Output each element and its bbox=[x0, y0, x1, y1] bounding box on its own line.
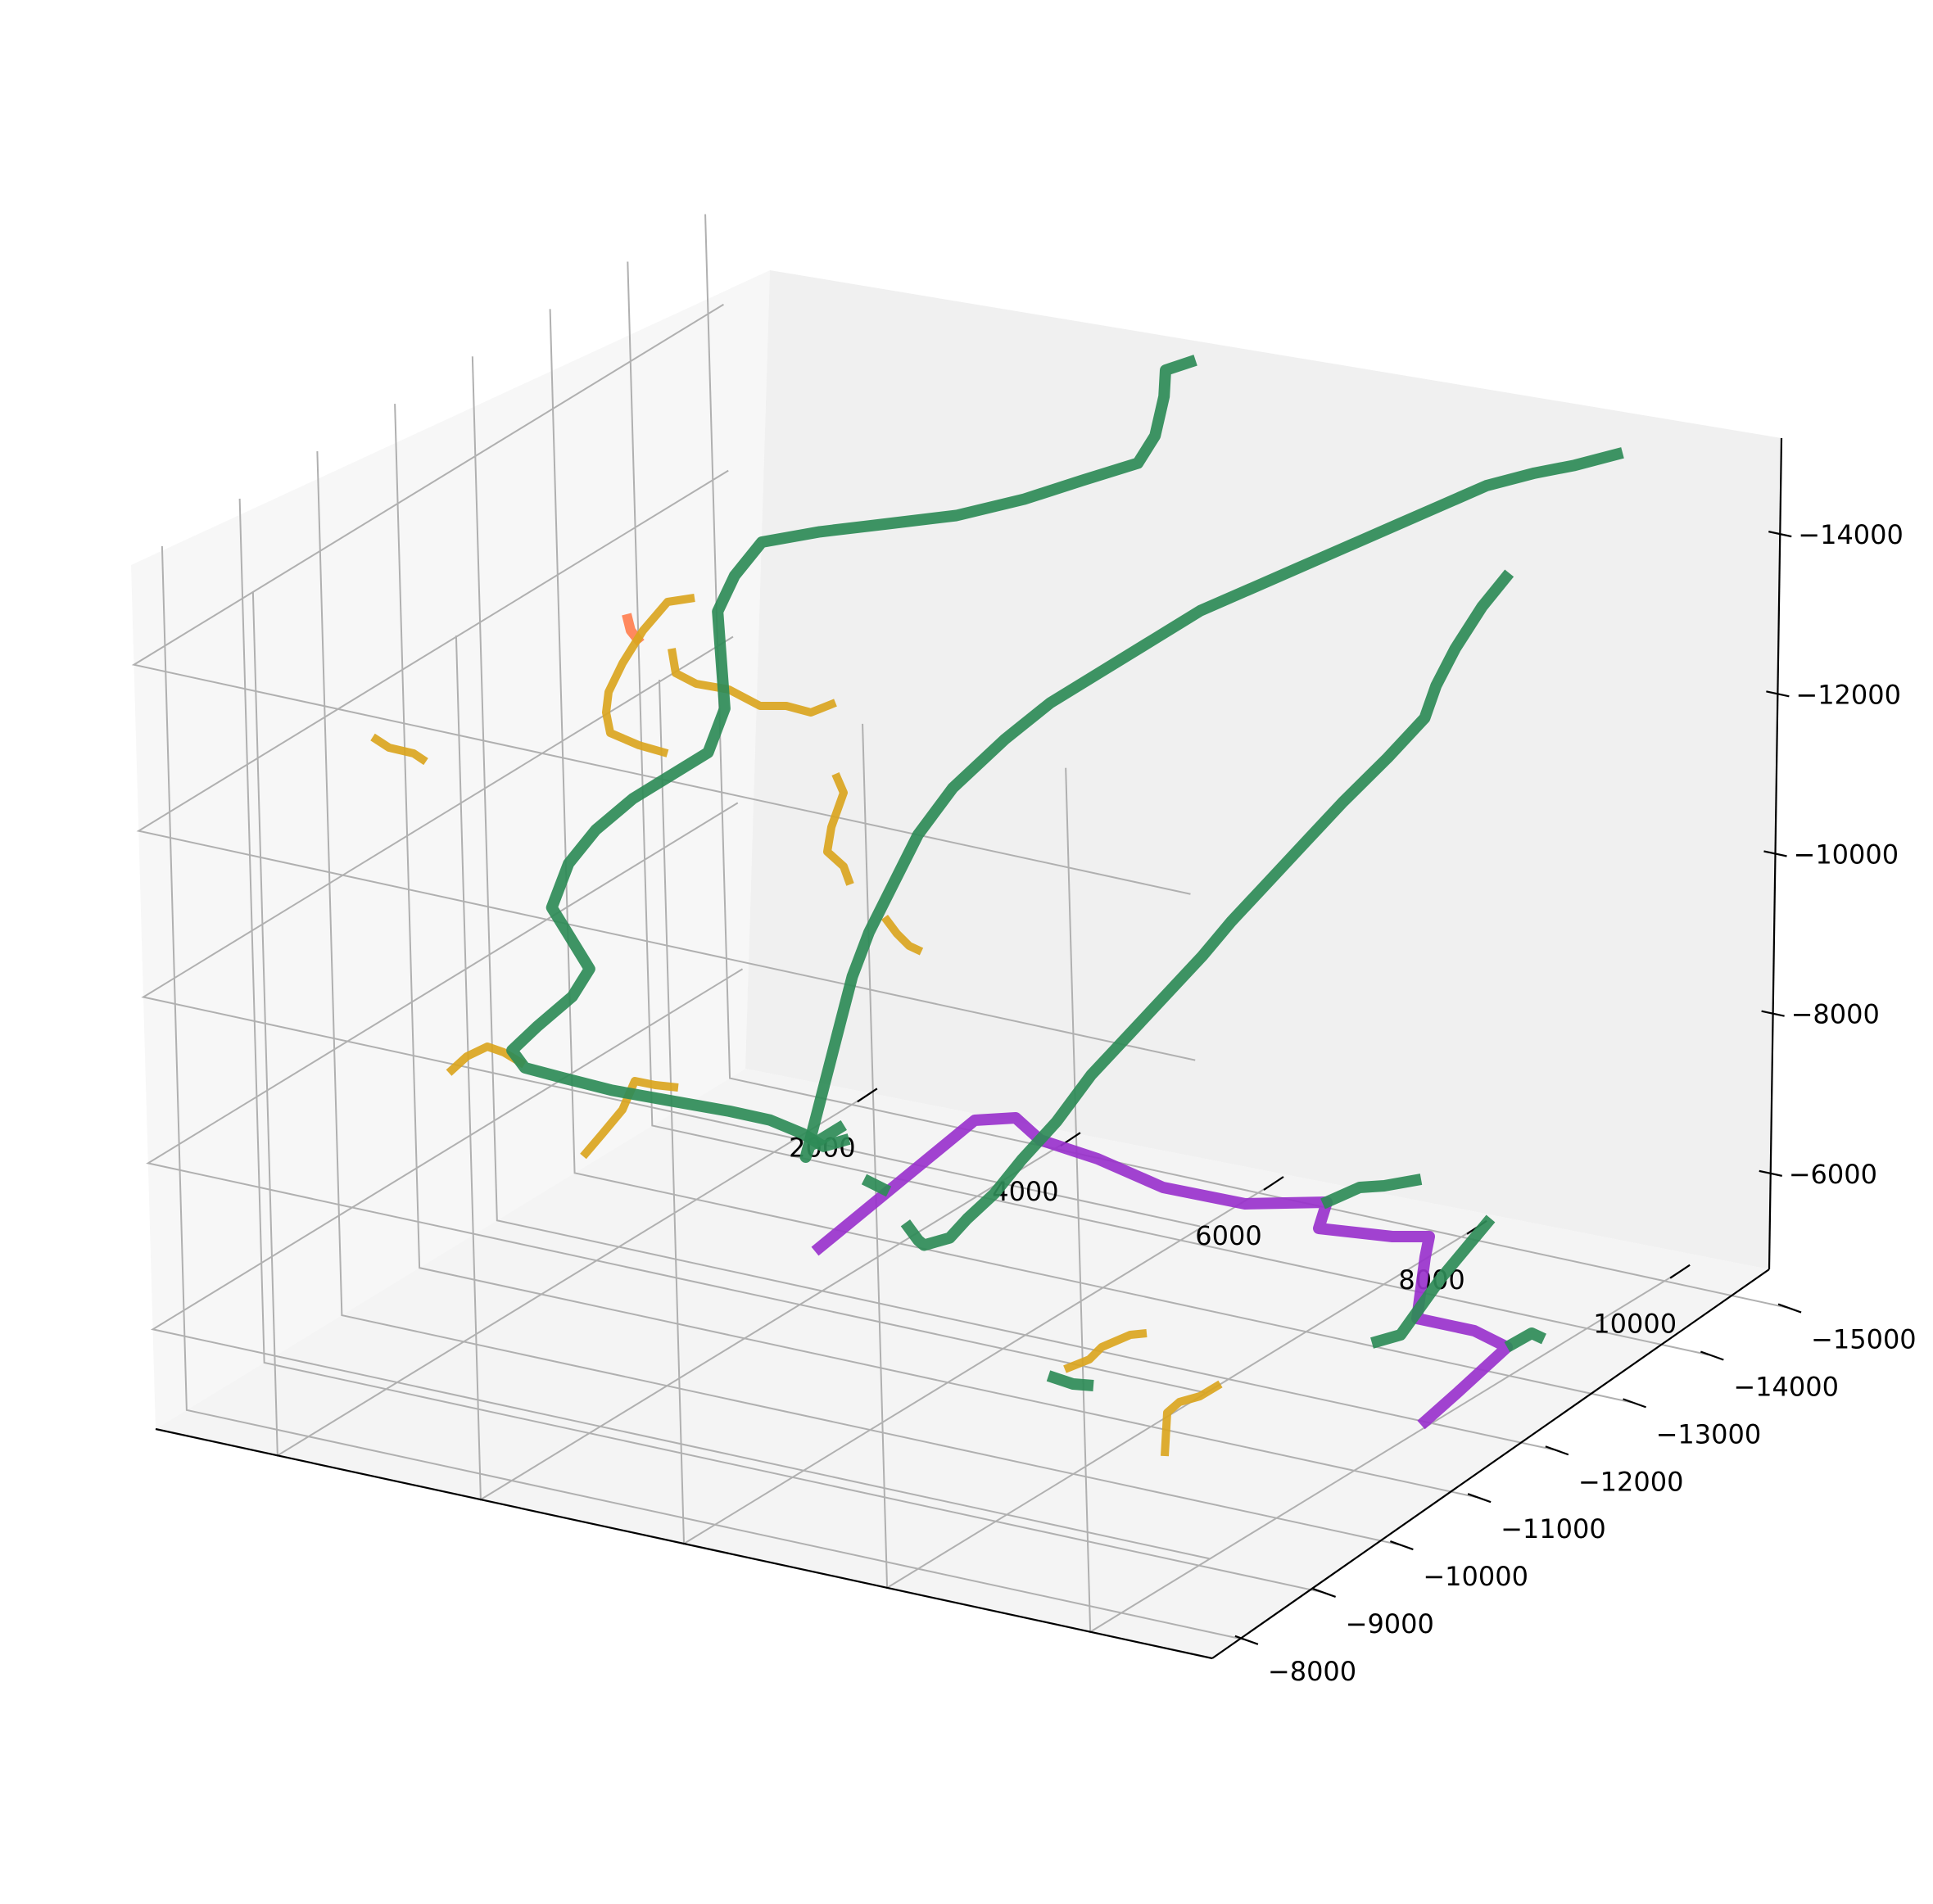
series-line-2 bbox=[506, 355, 1197, 1152]
y-tick-mark bbox=[1312, 1587, 1337, 1598]
y-tick-label: −9000 bbox=[1346, 1608, 1434, 1639]
z-tick-mark bbox=[1759, 1169, 1782, 1177]
y-tick-label: −8000 bbox=[1268, 1656, 1356, 1687]
y-tick-label: −15000 bbox=[1811, 1324, 1917, 1355]
z-grid-line-3 bbox=[136, 469, 1196, 1061]
z-grid-line-0 bbox=[150, 968, 1210, 1560]
y-grid-line-5 bbox=[316, 451, 1399, 1546]
y-tick-mark bbox=[1545, 1445, 1569, 1456]
series-purple bbox=[811, 1112, 1513, 1430]
y-grid-line-7 bbox=[161, 545, 1244, 1640]
x-tick-label: 6000 bbox=[1195, 1220, 1261, 1251]
z-tick-label: −10000 bbox=[1794, 839, 1899, 871]
series-layer bbox=[506, 355, 1624, 1251]
y-grid-line-6 bbox=[238, 498, 1321, 1593]
series-line-0 bbox=[900, 569, 1514, 1251]
y-tick-mark bbox=[1700, 1350, 1724, 1361]
series-yellow-h bbox=[1063, 1329, 1148, 1373]
left-pane bbox=[131, 270, 770, 1429]
y-tick-mark bbox=[1389, 1540, 1414, 1551]
y-tick-label: −12000 bbox=[1578, 1466, 1684, 1497]
series-green-small-c bbox=[1370, 1214, 1496, 1349]
y-grid-line-1 bbox=[627, 261, 1709, 1356]
series-green-small-e bbox=[1046, 1370, 1094, 1391]
x-axis-line bbox=[155, 1427, 1213, 1660]
z-tick-label: −14000 bbox=[1798, 519, 1904, 550]
z-grid-line-1 bbox=[146, 802, 1205, 1394]
z-grid-line-2 bbox=[141, 635, 1201, 1228]
y-grid-line-4 bbox=[394, 404, 1477, 1499]
series-yellow-a bbox=[602, 594, 695, 758]
series-yellow-b bbox=[668, 648, 837, 717]
x-tick-label: 10000 bbox=[1593, 1309, 1677, 1340]
y-tick-label: −13000 bbox=[1656, 1418, 1762, 1449]
series-yellow-d bbox=[823, 772, 854, 886]
series-line-1 bbox=[799, 447, 1624, 1163]
z-tick-mark bbox=[1763, 850, 1787, 857]
series-green-small-d bbox=[1504, 1327, 1546, 1353]
y-grid-line-0 bbox=[704, 214, 1787, 1309]
y-grid-line-2 bbox=[549, 309, 1632, 1404]
series-yellow-i bbox=[1161, 1380, 1223, 1457]
y-tick-mark bbox=[1467, 1493, 1492, 1504]
y-tick-mark bbox=[1777, 1303, 1802, 1314]
z-tick-label: −8000 bbox=[1791, 999, 1880, 1030]
z-tick-mark bbox=[1766, 690, 1790, 698]
y-tick-label: −11000 bbox=[1501, 1513, 1606, 1544]
x-tick-mark bbox=[857, 1088, 878, 1103]
x-tick-mark bbox=[1263, 1176, 1284, 1191]
series-green-small-a bbox=[861, 1174, 892, 1197]
series-yellow-c bbox=[370, 733, 428, 766]
y-tick-label: −10000 bbox=[1423, 1561, 1528, 1592]
z-tick-mark bbox=[1761, 1010, 1785, 1017]
z-tick-mark bbox=[1768, 531, 1792, 538]
z-tick-label: −6000 bbox=[1789, 1159, 1877, 1190]
y-axis-line bbox=[1211, 1269, 1770, 1659]
z-tick-label: −12000 bbox=[1795, 679, 1901, 710]
series-yellow-e bbox=[881, 915, 924, 956]
series-green-small-b bbox=[1320, 1174, 1423, 1210]
y-grid-line-3 bbox=[471, 356, 1555, 1451]
y-tick-mark bbox=[1623, 1398, 1646, 1409]
y-tick-label: −14000 bbox=[1733, 1371, 1839, 1402]
static-traces bbox=[370, 594, 1546, 1457]
y-axis-ticks: −15000 −14000 −13000 −12000 −11000 −10000 −900… bbox=[1234, 1303, 1917, 1687]
y-tick-mark bbox=[1234, 1635, 1259, 1645]
x-tick-mark bbox=[1669, 1264, 1691, 1279]
z-axis-ticks: −6000 −8000 −10000 −12000 −14000 bbox=[1759, 519, 1904, 1190]
